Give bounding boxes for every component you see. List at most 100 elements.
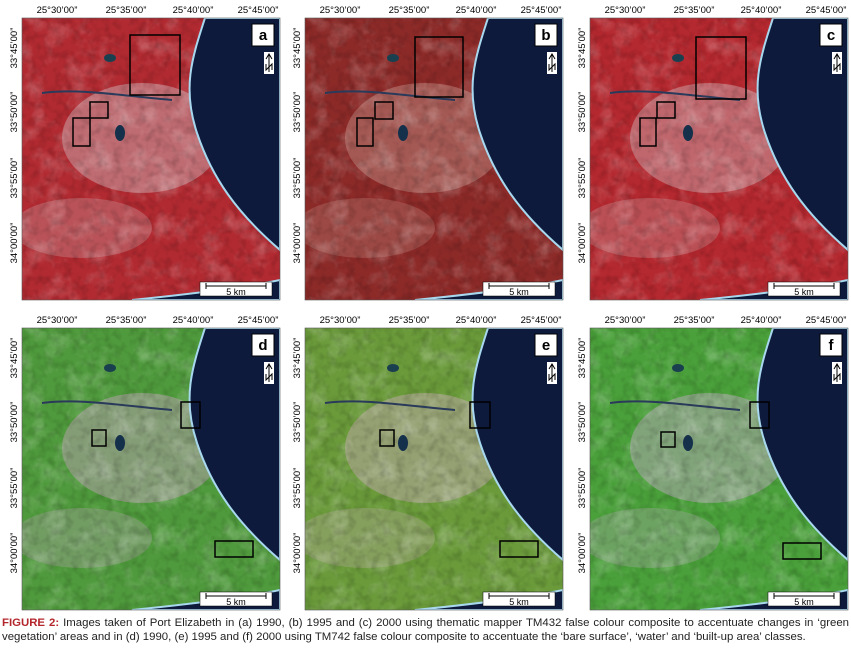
highlight-box [91,429,107,447]
x-coordinate-label: 25°40’00” [173,315,214,326]
panel-label-box [251,333,275,357]
scale-label: 5 km [794,287,814,297]
y-coordinate-label: 33°50’00” [292,402,303,443]
panel-label: a [259,27,268,44]
x-coordinate-label: 25°30’00” [320,315,361,326]
frame [304,17,564,301]
scale-bar [205,593,267,599]
y-coordinate-label: 33°50’00” [9,92,20,133]
map-image [305,18,563,300]
y-coordinate-label: 33°50’00” [577,92,588,133]
y-coordinate-label: 33°45’00” [577,338,588,379]
map-panel: f 5 km 25°30’00” 25°35’00” 25°40’00” 25°45’00… [577,315,849,611]
lake [115,435,125,451]
highlight-box [469,401,491,429]
y-coordinate-label: 33°50’00” [292,92,303,133]
sea [756,328,848,562]
highlight-box [695,36,747,100]
y-coordinate-label: 33°55’00” [9,158,20,199]
highlight-box [656,101,676,119]
sea [471,328,563,562]
map-image [590,18,848,300]
y-coordinate-label: 33°50’00” [577,402,588,443]
north-arrow [833,53,841,72]
panel-label: b [541,27,550,44]
map-image [22,328,280,610]
highlight-box [414,36,464,98]
lake [683,125,693,141]
highlight-box [72,117,91,147]
x-coordinate-label: 25°35’00” [674,315,715,326]
river [41,90,173,101]
highlight-box [499,540,539,558]
x-coordinate-label: 25°45’00” [806,315,847,326]
x-coordinate-label: 25°30’00” [320,5,361,16]
river [41,400,173,411]
lake [398,435,408,451]
y-coordinate-label: 34°00’00” [292,223,303,264]
scale-label: 5 km [509,287,529,297]
x-coordinate-label: 25°35’00” [389,5,430,16]
lake [115,125,125,141]
y-coordinate-label: 33°50’00” [9,402,20,443]
y-coordinate-label: 33°55’00” [577,158,588,199]
y-coordinate-label: 33°45’00” [9,28,20,69]
north-arrow [833,363,841,382]
highlight-box [749,401,770,429]
y-coordinate-label: 33°45’00” [292,338,303,379]
scale-bar [488,593,550,599]
sea [188,328,280,562]
panel-label-box [534,23,558,47]
river [609,400,741,411]
y-coordinate-label: 33°45’00” [577,28,588,69]
x-coordinate-label: 25°35’00” [106,5,147,16]
map-image [305,328,563,610]
panel-label-box [819,333,843,357]
frame [304,327,564,611]
y-coordinate-label: 33°55’00” [292,158,303,199]
highlight-box [374,101,394,120]
highlight-box [356,117,374,147]
y-coordinate-label: 34°00’00” [9,223,20,264]
sea [471,18,563,252]
x-coordinate-label: 25°35’00” [106,315,147,326]
map-panel: a 5 km 25°30’00” 25°35’00” 25°40’00” 25°45’00… [9,5,281,301]
x-coordinate-label: 25°40’00” [741,315,782,326]
lake [672,54,684,62]
panel-label: c [827,27,835,44]
north-arrow [548,53,556,72]
frame [21,17,281,301]
lake [683,435,693,451]
panel-label: e [542,337,550,354]
lake [104,364,116,372]
y-coordinate-label: 34°00’00” [292,533,303,574]
map-panel: d 5 km 25°30’00” 25°35’00” 25°40’00” 25°45’00… [9,315,281,611]
caption: FIGURE 2: Images taken of Port Elizabeth… [2,616,849,644]
panel-label-box [819,23,843,47]
highlight-box [180,401,201,429]
scale-bar [205,283,267,289]
lake [672,364,684,372]
map-panel: b 5 km 25°30’00” 25°35’00” 25°40’00” 25°45’00… [292,5,564,301]
x-coordinate-label: 25°45’00” [521,315,562,326]
x-coordinate-label: 25°30’00” [37,315,78,326]
panel-label-box [251,23,275,47]
x-coordinate-label: 25°30’00” [37,5,78,16]
frame [589,17,849,301]
panel-label: f [829,337,835,354]
lake [104,54,116,62]
map-panel: e 5 km 25°30’00” 25°35’00” 25°40’00” 25°45’00… [292,315,564,611]
scale-label: 5 km [509,597,529,607]
y-coordinate-label: 33°55’00” [577,468,588,509]
panel-label: d [258,337,267,354]
y-coordinate-label: 33°45’00” [292,28,303,69]
y-coordinate-label: 34°00’00” [9,533,20,574]
frame [21,327,281,611]
caption-label: FIGURE 2: [2,617,60,629]
river [324,90,456,101]
highlight-box [660,431,676,448]
panel-label-box [534,333,558,357]
scale-label: 5 km [794,597,814,607]
y-coordinate-label: 34°00’00” [577,223,588,264]
y-coordinate-label: 33°55’00” [292,468,303,509]
